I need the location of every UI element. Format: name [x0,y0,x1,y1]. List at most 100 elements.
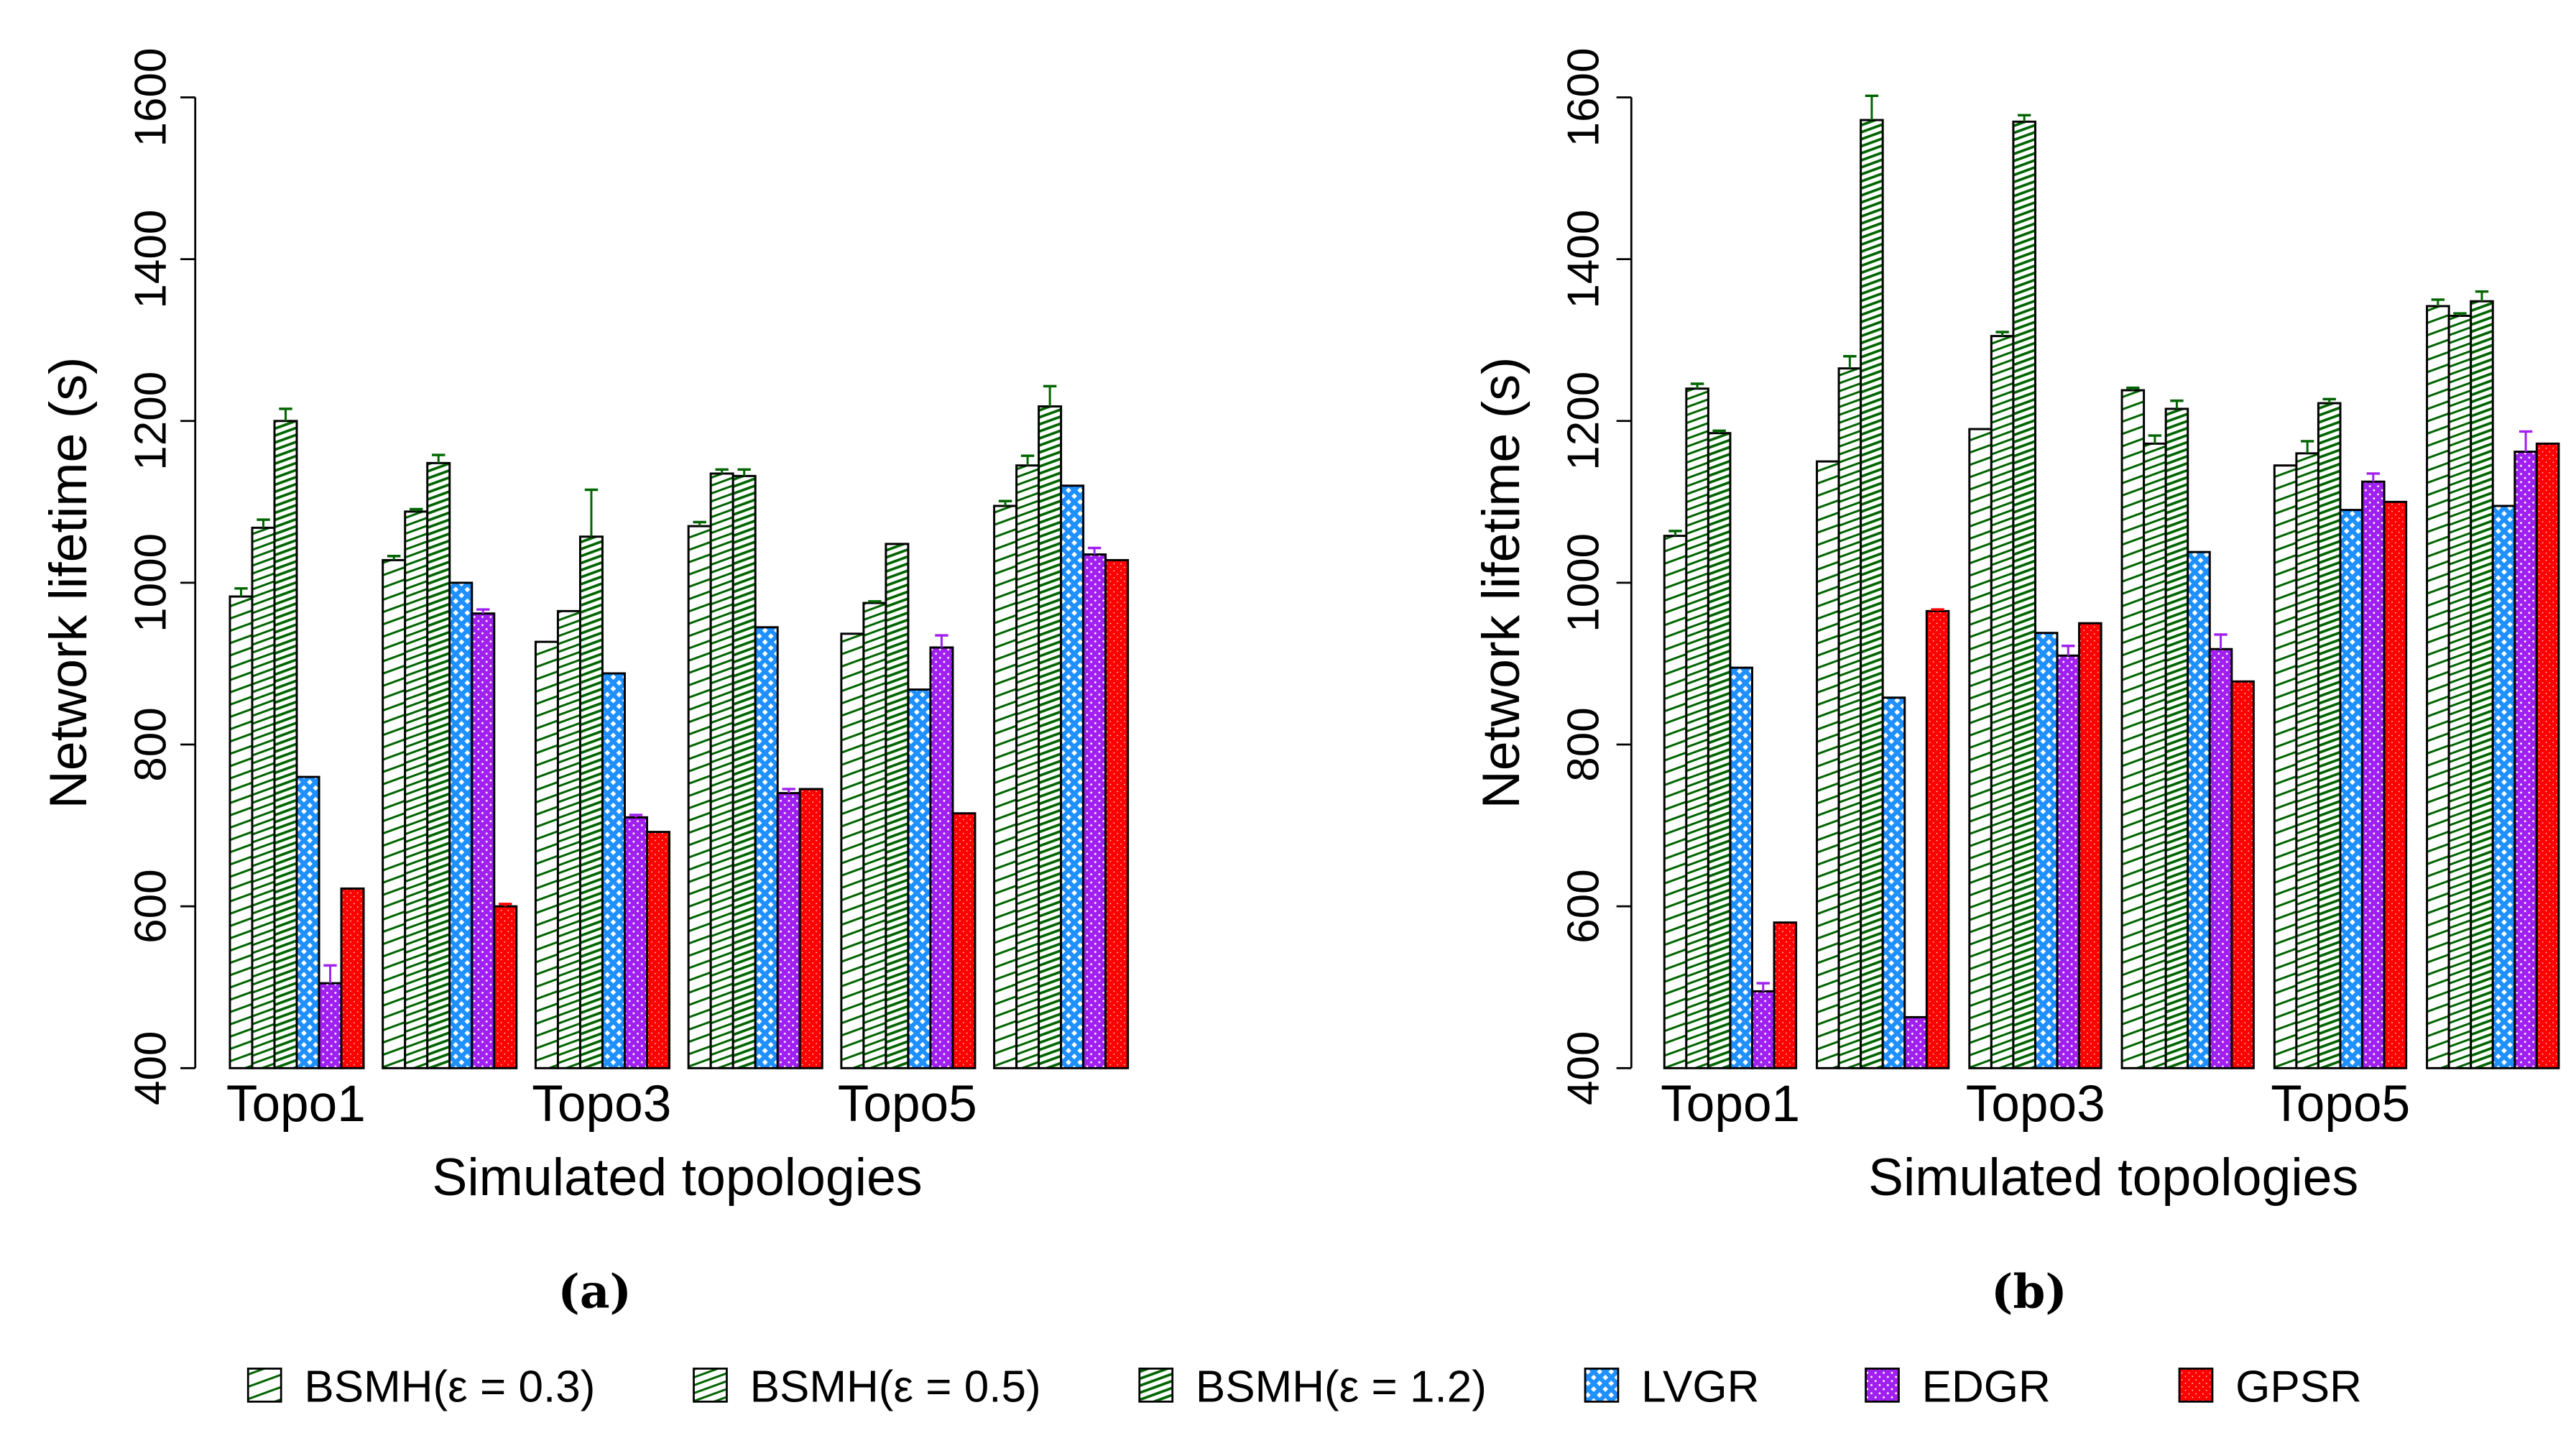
panel-label: (a) [558,1265,632,1319]
bar [228,595,254,1069]
y-tick-label: 800 [1559,707,1608,781]
y-tick-label: 1600 [1559,48,1608,147]
y-tick-label: 1400 [1559,210,1608,309]
bar [1968,428,1993,1069]
legend-item: BSMH(ε = 0.5) [693,1362,1041,1411]
bar [687,525,712,1069]
bar-group-topo6 [993,384,1130,1069]
bar-group-topo4 [2120,386,2255,1069]
legend-swatch [1584,1368,1620,1403]
bar [731,474,757,1069]
bar [578,535,604,1069]
bar [776,792,801,1069]
bar [1729,666,1753,1069]
y-tick-label: 1600 [126,48,175,147]
x-tick-label: Topo5 [2271,1076,2410,1133]
bar [2361,480,2386,1069]
legend-swatch [1865,1368,1900,1403]
legend-label: EDGR [1922,1362,2051,1411]
bar [2187,550,2211,1069]
bar [1750,990,1776,1069]
bar [340,887,365,1069]
chart-panel-a: 400 600 800 1000 1200 1400 1600 Network lifetim… [38,48,1130,1319]
y-axis-label: Network lifetime (s) [1471,356,1531,808]
legend-label: GPSR [2235,1362,2362,1411]
bar [2012,120,2036,1069]
x-axis-label: Simulated topologies [1868,1147,2358,1207]
x-tick-label: Topo5 [838,1076,977,1133]
bar [2273,464,2298,1069]
y-tick-label: 600 [1559,869,1608,943]
bar [623,816,648,1069]
bar [2230,680,2255,1069]
y-tick-label: 1400 [126,210,175,309]
bar [534,640,559,1069]
bar [273,420,298,1069]
legend: BSMH(ε = 0.3) BSMH(ε = 0.5) BSMH(ε = 1.2) L… [246,1362,2362,1411]
bar-group-topo1 [1663,382,1798,1069]
bar [471,612,496,1069]
bar [2033,632,2059,1069]
bar-group-topo2 [382,453,518,1069]
legend-label: BSMH(ε = 0.5) [750,1362,1041,1411]
bar [448,581,474,1069]
y-tick-label: 400 [1559,1031,1608,1105]
bar [1015,464,1040,1069]
bar-group-topo3 [1968,114,2102,1069]
bar [2143,442,2167,1069]
bar [1707,432,1732,1069]
bar [1060,484,1085,1069]
legend-swatch [1138,1368,1174,1403]
legend-item: EDGR [1865,1362,2051,1411]
legend-item: LVGR [1584,1362,1759,1411]
bar-group-topo2 [1816,94,1950,1069]
bar [1663,535,1688,1069]
bar [1837,367,1862,1069]
legend-swatch [246,1368,282,1403]
legend-item: GPSR [2178,1362,2362,1411]
bar [426,461,451,1069]
bar-group-topo5 [840,543,977,1069]
x-tick-label: Topo3 [1966,1076,2105,1133]
bar [798,788,823,1069]
legend-item: BSMH(ε = 1.2) [1138,1362,1487,1411]
legend-label: BSMH(ε = 0.3) [304,1362,595,1411]
bar [2295,452,2319,1069]
bar [2339,509,2364,1069]
bar [1038,405,1063,1069]
bar [251,526,276,1069]
x-tick-label: Topo1 [1661,1076,1800,1133]
panel-label: (b) [1991,1265,2067,1319]
y-tick-label: 1000 [126,533,175,632]
bar [1860,119,1884,1069]
bar [601,672,626,1069]
bar [754,626,779,1069]
bar [404,510,429,1069]
bar [645,831,670,1069]
bar [1990,335,2015,1069]
legend-item: BSMH(ε = 0.3) [246,1362,595,1411]
bar [493,905,518,1069]
bar [2470,300,2494,1069]
bar [1816,460,1840,1069]
bar-group-topo6 [2426,290,2560,1069]
bar [295,775,320,1069]
bar [2491,504,2516,1069]
bar [907,688,932,1069]
bar-group-topo3 [534,488,670,1069]
bar-group-topo5 [2273,397,2408,1069]
bar-group-topo1 [228,407,365,1069]
x-tick-label: Topo1 [226,1076,366,1133]
y-tick-label: 1200 [126,372,175,471]
chart-panel-b: 400 600 800 1000 1200 1400 1600 Network lifetim… [1471,48,2560,1319]
bar [2383,500,2408,1069]
bar [1773,921,1798,1069]
bar [1903,1015,1928,1069]
y-tick-label: 1000 [1559,533,1608,632]
bar [2208,648,2233,1069]
bar [2535,442,2560,1069]
x-axis-label: Simulated topologies [432,1147,922,1207]
bar [2056,654,2081,1069]
x-tick-label: Topo3 [532,1076,671,1133]
